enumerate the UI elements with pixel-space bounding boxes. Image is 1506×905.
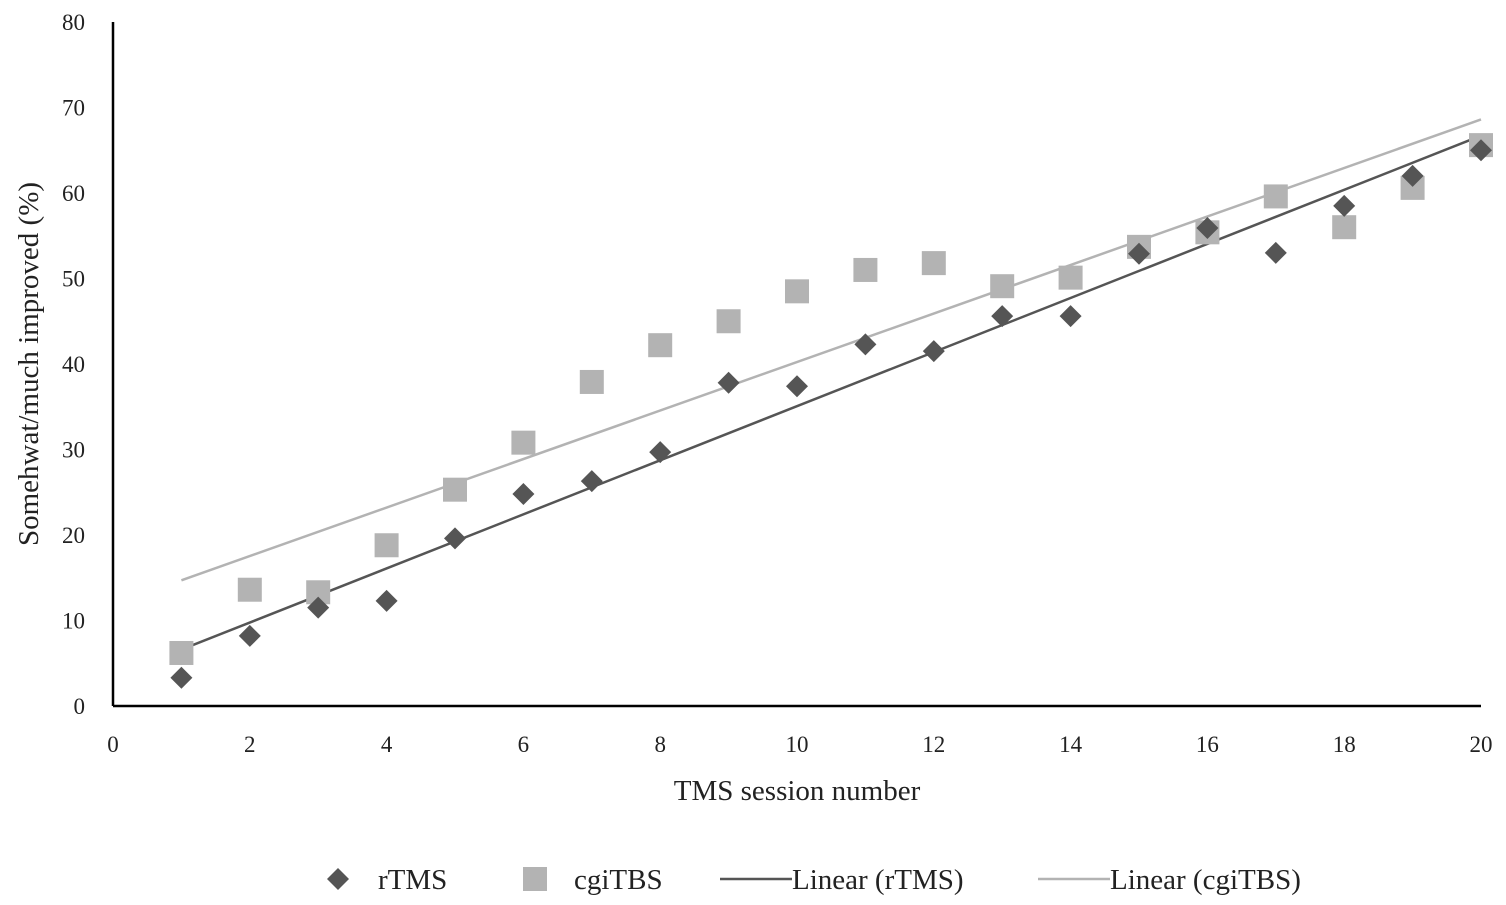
point-cgitbs (579, 369, 604, 394)
y-tick-label: 70 (62, 96, 85, 121)
point-rtms (922, 340, 945, 363)
point-cgitbs (1263, 184, 1288, 209)
point-cgitbs (648, 333, 673, 358)
point-rtms (1333, 194, 1356, 217)
point-rtms (375, 589, 398, 612)
y-tick-label: 0 (74, 694, 86, 719)
point-cgitbs (169, 640, 194, 665)
x-tick-label: 14 (1059, 732, 1083, 757)
y-axis-title: Somehwat/much improved (%) (13, 182, 45, 546)
legend-cgitbs-marker (523, 867, 547, 891)
point-rtms (1264, 241, 1287, 264)
point-rtms (1128, 242, 1150, 265)
y-tick-label: 20 (62, 523, 85, 548)
x-tick-label: 0 (107, 732, 119, 757)
point-cgitbs (443, 477, 467, 502)
x-tick-label: 4 (381, 732, 393, 757)
point-cgitbs (716, 309, 741, 334)
point-rtms (717, 371, 740, 394)
y-tick-label: 10 (62, 609, 85, 634)
point-rtms (444, 527, 466, 550)
x-tick-label: 12 (922, 732, 945, 757)
y-tick-label: 80 (62, 10, 85, 35)
point-cgitbs (921, 251, 946, 276)
x-tick-label: 18 (1333, 732, 1356, 757)
point-cgitbs (511, 430, 536, 455)
point-rtms (307, 596, 330, 619)
point-cgitbs (374, 533, 399, 558)
legend-rtms-label: rTMS (378, 864, 447, 896)
point-rtms (238, 624, 261, 647)
point-rtms (580, 470, 603, 493)
x-tick-label: 10 (786, 732, 809, 757)
point-rtms (1059, 305, 1082, 328)
point-cgitbs (1332, 215, 1357, 240)
x-tick-label: 16 (1196, 732, 1219, 757)
legend-cgitbs-label: cgiTBS (574, 864, 663, 896)
x-axis-title: TMS session number (674, 775, 921, 807)
y-tick-label: 30 (62, 438, 85, 463)
point-rtms (991, 305, 1014, 328)
point-cgitbs (990, 274, 1015, 299)
point-rtms (1196, 217, 1219, 240)
legend: rTMS cgiTBS Linear (rTMS) Linear (cgiTBS… (327, 864, 1301, 896)
point-cgitbs (237, 577, 262, 602)
y-tick-label: 50 (62, 267, 85, 292)
y-tick-label: 40 (62, 352, 85, 377)
point-cgitbs (785, 279, 809, 304)
point-rtms (170, 666, 193, 689)
x-tick-label: 6 (518, 732, 530, 757)
x-tick-label: 2 (244, 732, 256, 757)
legend-rtms-marker (327, 868, 349, 890)
trendline-rtms (180, 134, 1482, 651)
point-rtms (1470, 139, 1492, 162)
point-rtms (649, 441, 672, 464)
legend-linear-cgitbs-label: Linear (cgiTBS) (1110, 864, 1301, 896)
point-cgitbs (1058, 265, 1083, 290)
legend-linear-rtms-label: Linear (rTMS) (792, 864, 964, 896)
x-tick-label: 20 (1470, 732, 1493, 757)
point-rtms (854, 333, 877, 356)
x-tick-label: 8 (654, 732, 666, 757)
point-rtms (512, 482, 535, 505)
point-rtms (1401, 164, 1424, 187)
point-rtms (786, 375, 808, 398)
y-tick-label: 60 (62, 181, 85, 206)
point-cgitbs (853, 257, 878, 282)
